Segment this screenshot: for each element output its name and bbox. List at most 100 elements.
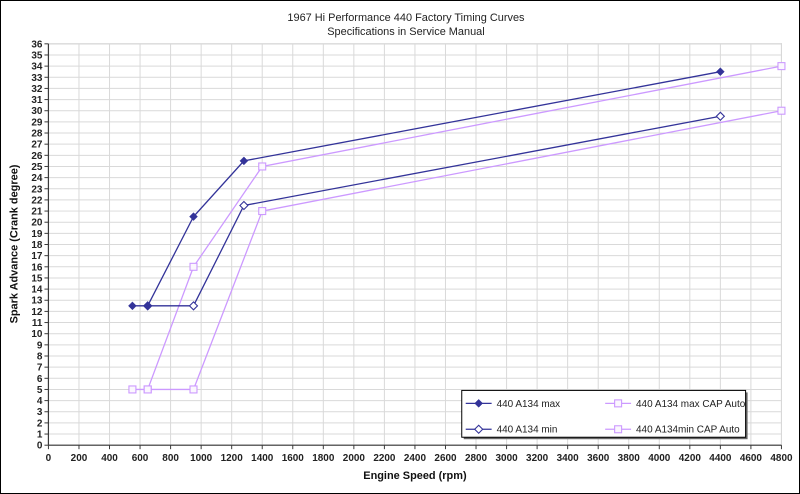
diamond-open-marker <box>473 424 484 435</box>
legend: 440 A134 max 440 A134 max CAP Auto 440 A13… <box>461 389 748 440</box>
x-tick-label: 4000 <box>648 453 671 464</box>
y-tick-label: 19 <box>31 229 43 240</box>
y-tick-label: 31 <box>31 95 43 106</box>
y-tick-label: 30 <box>31 106 43 117</box>
legend-entry: 440 A134 max CAP Auto <box>605 399 746 410</box>
y-tick-label: 22 <box>31 195 43 206</box>
y-tick-label: 0 <box>37 441 43 452</box>
diamond-open-marker <box>715 111 726 122</box>
x-tick-label: 800 <box>162 453 179 464</box>
x-tick-label: 600 <box>132 453 149 464</box>
x-tick-label: 1800 <box>312 453 335 464</box>
y-tick-label: 18 <box>31 240 43 251</box>
square-open-marker <box>614 399 623 408</box>
y-tick-label: 35 <box>31 50 43 61</box>
square-open-marker <box>128 385 137 394</box>
x-tick-label: 3800 <box>618 453 641 464</box>
y-tick-label: 9 <box>37 340 43 351</box>
diamond-filled-marker <box>128 301 137 311</box>
y-tick-label: 10 <box>31 329 43 340</box>
square-open-marker <box>777 62 786 71</box>
y-tick-label: 11 <box>32 318 43 329</box>
x-tick-label: 3200 <box>526 453 549 464</box>
y-tick-label: 36 <box>31 39 43 50</box>
y-tick-label: 12 <box>31 307 43 318</box>
y-tick-label: 8 <box>37 351 43 362</box>
y-tick-label: 26 <box>31 151 43 162</box>
y-tick-label: 14 <box>31 285 43 296</box>
y-tick-label: 33 <box>31 73 43 84</box>
x-tick-label: 2600 <box>434 453 457 464</box>
y-tick-label: 7 <box>37 363 43 374</box>
x-tick-label: 400 <box>101 453 118 464</box>
diamond-filled-marker <box>474 399 484 408</box>
y-tick-label: 6 <box>37 374 43 385</box>
legend-label: 440 A134 min <box>497 425 558 436</box>
y-tick-label: 32 <box>31 84 43 95</box>
y-tick-label: 1 <box>37 430 43 441</box>
x-tick-label: 1200 <box>221 453 244 464</box>
x-tick-label: 3000 <box>496 453 519 464</box>
x-tick-label: 200 <box>71 453 88 464</box>
x-tick-label: 3400 <box>557 453 580 464</box>
y-tick-label: 24 <box>31 173 43 184</box>
x-tick-label: 3600 <box>587 453 610 464</box>
square-open-marker <box>614 425 623 434</box>
y-tick-label: 21 <box>31 207 43 218</box>
x-tick-label: 4200 <box>679 453 702 464</box>
square-open-marker <box>258 207 267 216</box>
y-tick-label: 13 <box>31 296 43 307</box>
y-tick-label: 29 <box>31 117 43 128</box>
diamond-open-marker <box>188 301 199 311</box>
y-tick-label: 3 <box>37 407 43 418</box>
square-open-marker <box>777 106 786 115</box>
square-open-marker <box>143 385 152 394</box>
y-axis-title: Spark Advance (Crank degree) <box>9 164 21 323</box>
square-open-marker <box>189 385 198 394</box>
series-0 <box>128 67 725 311</box>
x-axis-title: Engine Speed (rpm) <box>363 470 467 482</box>
y-tick-label: 4 <box>37 396 43 407</box>
x-tick-label: 0 <box>46 453 52 464</box>
y-tick-label: 5 <box>37 385 43 396</box>
square-open-marker <box>189 262 198 271</box>
y-tick-label: 2 <box>37 418 43 429</box>
series-1 <box>128 62 786 394</box>
diamond-filled-marker <box>239 156 249 166</box>
y-tick-label: 27 <box>31 140 43 151</box>
y-tick-label: 25 <box>31 162 43 173</box>
y-tick-label: 28 <box>31 129 43 140</box>
chart-subtitle: Specifications in Service Manual <box>327 26 484 38</box>
chart-title: 1967 Hi Performance 440 Factory Timing C… <box>287 12 525 24</box>
diamond-filled-marker <box>716 67 725 77</box>
legend-entry: 440 A134 max <box>465 399 561 410</box>
y-tick-label: 16 <box>31 262 43 273</box>
x-tick-label: 2000 <box>343 453 366 464</box>
diamond-filled-marker <box>143 301 153 311</box>
x-tick-label: 2800 <box>465 453 488 464</box>
legend-label: 440 A134min CAP Auto <box>636 425 740 436</box>
x-tick-label: 1000 <box>190 453 213 464</box>
x-tick-label: 4800 <box>770 453 793 464</box>
square-open-marker <box>258 162 267 171</box>
x-tick-label: 1400 <box>251 453 274 464</box>
x-tick-label: 4400 <box>709 453 732 464</box>
y-tick-label: 17 <box>31 251 43 262</box>
y-tick-label: 20 <box>31 218 43 229</box>
legend-entry: 440 A134min CAP Auto <box>605 425 740 436</box>
diamond-filled-marker <box>189 212 198 221</box>
series-line <box>147 110 782 391</box>
series-line <box>132 65 782 391</box>
x-tick-label: 4600 <box>740 453 763 464</box>
x-tick-label: 2200 <box>373 453 396 464</box>
legend-entry: 440 A134 min <box>465 424 558 436</box>
x-tick-label: 1600 <box>282 453 305 464</box>
y-tick-label: 15 <box>31 273 43 284</box>
series-3 <box>143 106 786 394</box>
y-tick-label: 34 <box>31 62 43 73</box>
x-tick-label: 2400 <box>404 453 427 464</box>
legend-box <box>461 389 747 438</box>
legend-label: 440 A134 max <box>497 399 561 410</box>
